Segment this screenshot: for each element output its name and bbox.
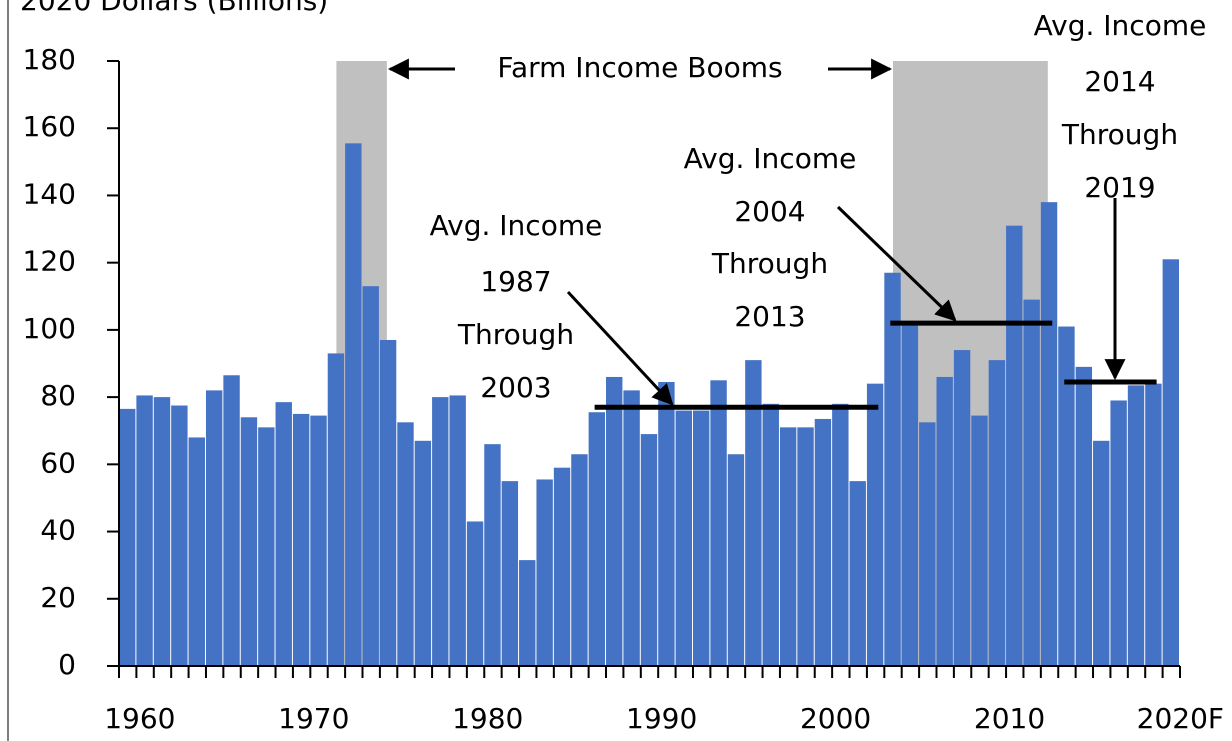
y-tick-label: 160 bbox=[23, 110, 76, 143]
y-tick-label: 140 bbox=[23, 177, 76, 210]
bar bbox=[1058, 326, 1075, 666]
annotation-text: 2014 bbox=[1084, 65, 1155, 98]
bar bbox=[275, 402, 292, 666]
bar bbox=[866, 383, 884, 666]
bar bbox=[171, 405, 188, 666]
bar bbox=[797, 427, 814, 666]
bar bbox=[953, 350, 971, 666]
bar bbox=[745, 360, 762, 666]
bar bbox=[571, 454, 588, 666]
bar bbox=[119, 408, 136, 666]
annotation-text: Avg. Income bbox=[684, 142, 857, 175]
bar bbox=[1006, 225, 1023, 666]
bar bbox=[153, 397, 171, 666]
y-tick-label: 40 bbox=[40, 514, 76, 547]
bar bbox=[692, 410, 710, 666]
x-tick-label: 1990 bbox=[626, 702, 697, 735]
bar bbox=[606, 376, 623, 666]
bar bbox=[205, 390, 223, 666]
bar bbox=[814, 418, 832, 666]
bar bbox=[292, 413, 310, 666]
arrow bbox=[566, 290, 674, 406]
annotation-text: 2019 bbox=[1084, 171, 1155, 204]
bar bbox=[919, 422, 936, 666]
bar bbox=[727, 454, 745, 666]
bar bbox=[136, 395, 153, 666]
bar bbox=[588, 412, 606, 666]
bar bbox=[971, 415, 988, 666]
bar bbox=[310, 415, 327, 666]
bar bbox=[901, 323, 919, 666]
bar bbox=[379, 339, 397, 666]
annotation-text: 2013 bbox=[734, 300, 805, 333]
x-tick-label: 1970 bbox=[278, 702, 349, 735]
bar bbox=[658, 381, 675, 666]
x-tick-label: 1960 bbox=[104, 702, 175, 735]
x-tick-label: 2000 bbox=[800, 702, 871, 735]
bar bbox=[1023, 299, 1040, 666]
bar bbox=[414, 440, 432, 666]
bar bbox=[1093, 440, 1110, 666]
bar bbox=[832, 403, 849, 666]
bar bbox=[362, 286, 379, 666]
annotation-text: 2004 bbox=[734, 195, 805, 228]
bar bbox=[1127, 385, 1145, 666]
chart-title: 2020 Dollars (Billions) bbox=[20, 0, 328, 17]
boom-label: Farm Income Booms bbox=[497, 51, 782, 84]
bar bbox=[1040, 202, 1058, 666]
arrow bbox=[836, 205, 957, 322]
bar bbox=[779, 427, 797, 666]
bar bbox=[884, 272, 901, 666]
bar bbox=[501, 481, 519, 666]
bar bbox=[397, 422, 414, 666]
y-tick-label: 180 bbox=[23, 43, 76, 76]
bar bbox=[240, 417, 258, 666]
y-tick-label: 100 bbox=[23, 312, 76, 345]
annotation-text: Through bbox=[711, 247, 828, 280]
x-tick-label: 2010 bbox=[974, 702, 1045, 735]
x-tick-label: 1980 bbox=[452, 702, 523, 735]
annotation-text: Avg. Income bbox=[430, 209, 603, 242]
bar bbox=[1145, 383, 1162, 666]
bar bbox=[1075, 366, 1093, 666]
bar bbox=[988, 360, 1006, 666]
x-tick-label: 2020F bbox=[1137, 702, 1224, 735]
bar bbox=[519, 560, 536, 666]
bar bbox=[327, 353, 345, 666]
annotation-text: Through bbox=[457, 318, 574, 351]
bar bbox=[449, 395, 466, 666]
annotation-text: Avg. Income bbox=[1034, 9, 1207, 42]
bar bbox=[710, 380, 727, 666]
bar bbox=[484, 444, 501, 666]
y-tick-label: 0 bbox=[58, 648, 76, 681]
bar bbox=[466, 521, 484, 666]
annotation-text: 2003 bbox=[480, 371, 551, 404]
bar bbox=[1110, 400, 1127, 666]
bar bbox=[345, 143, 362, 666]
bar bbox=[432, 397, 449, 666]
y-tick-label: 120 bbox=[23, 245, 76, 278]
bar bbox=[640, 434, 658, 666]
annotation-text: 1987 bbox=[480, 265, 551, 298]
y-tick-label: 80 bbox=[40, 379, 76, 412]
annotation-text: Through bbox=[1061, 118, 1178, 151]
bar bbox=[188, 437, 205, 666]
bar bbox=[1162, 259, 1179, 666]
bar bbox=[536, 479, 553, 666]
bar bbox=[762, 403, 779, 666]
bar bbox=[258, 427, 275, 666]
bar bbox=[623, 390, 640, 666]
bar bbox=[553, 467, 571, 666]
bar bbox=[675, 410, 692, 666]
y-tick-label: 60 bbox=[40, 446, 76, 479]
bar bbox=[936, 376, 953, 666]
y-tick-label: 20 bbox=[40, 581, 76, 614]
bar bbox=[223, 375, 240, 666]
bar bbox=[849, 481, 866, 666]
